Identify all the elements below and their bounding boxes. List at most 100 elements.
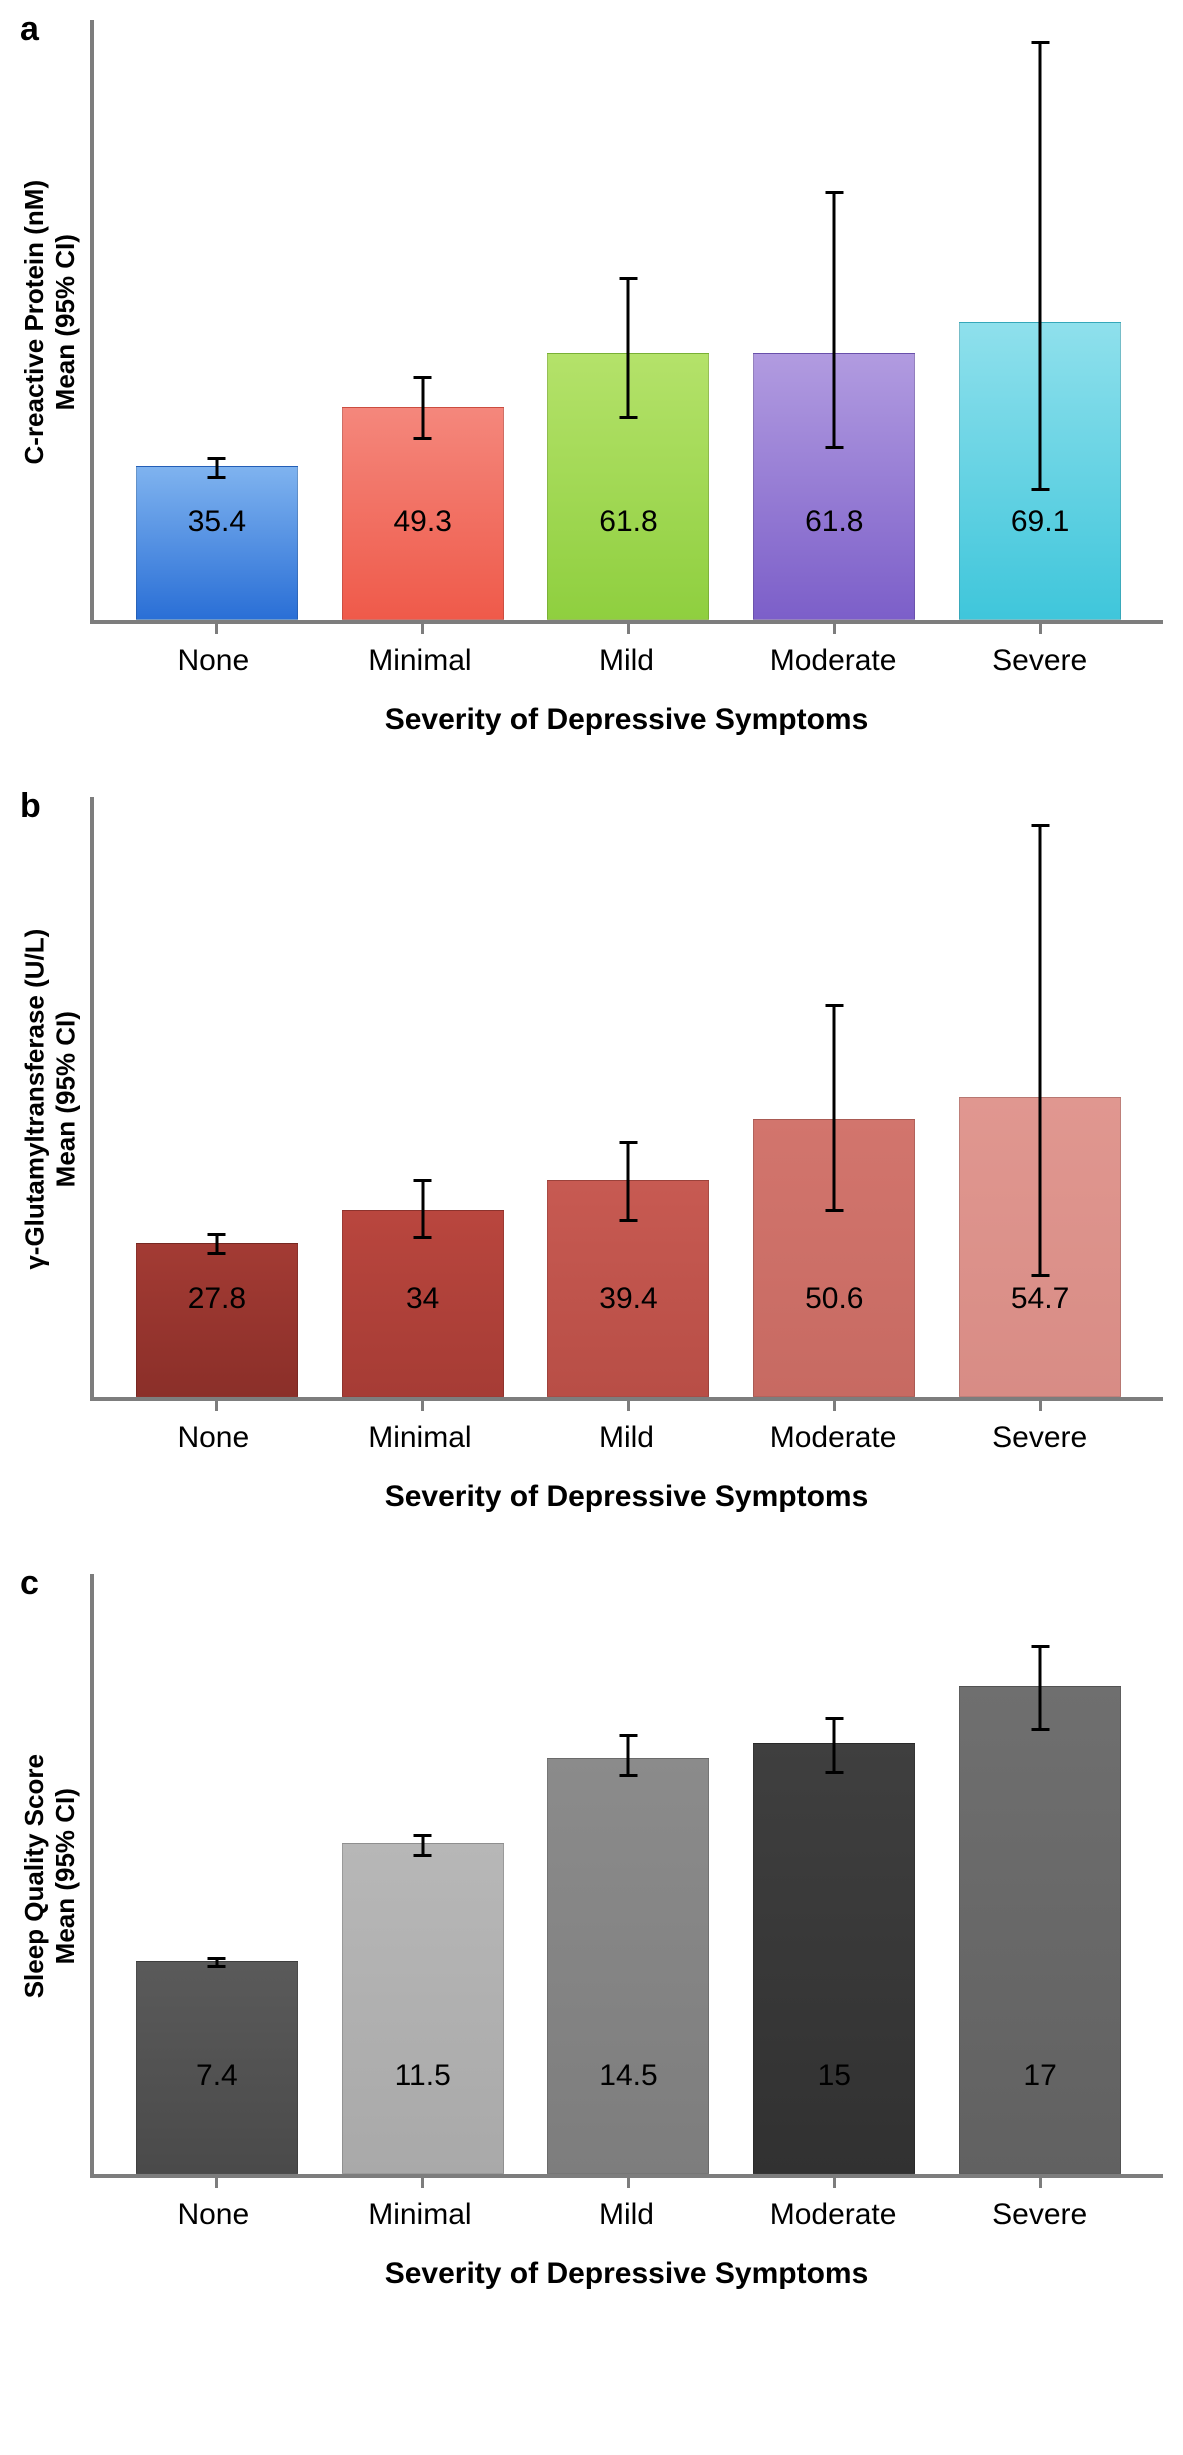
x-tick [137, 1397, 297, 1411]
error-bar [833, 1717, 836, 1774]
bar: 17 [959, 1686, 1121, 2174]
plot-row: γ-Glutamyltransferase (U/L)Mean (95% CI)… [20, 797, 1163, 1401]
bar-value-label: 35.4 [188, 505, 246, 539]
bar-slot: 15 [754, 1743, 914, 2174]
x-category-label: Minimal [340, 644, 500, 678]
bar: 35.4 [136, 466, 298, 620]
error-bar [421, 1179, 424, 1239]
x-category-label: None [133, 644, 293, 678]
error-bar [833, 1004, 836, 1211]
bar-slot: 35.4 [137, 466, 297, 620]
bar-slot: 50.6 [754, 1119, 914, 1397]
x-axis-title: Severity of Depressive Symptoms [90, 2257, 1163, 2291]
x-tick [548, 620, 708, 634]
x-tick [343, 1397, 503, 1411]
bar-value-label: 61.8 [805, 505, 863, 539]
figure: aC-reactive Protein (nM)Mean (95% CI)35.… [20, 20, 1163, 2291]
bar: 15 [753, 1743, 915, 2174]
bar-slot: 17 [960, 1686, 1120, 2174]
bar-value-label: 27.8 [188, 1282, 246, 1316]
x-category-label: Severe [960, 2198, 1120, 2232]
error-bar [1039, 1645, 1042, 1731]
x-labels: None Minimal Mild Moderate Severe [90, 2198, 1163, 2232]
x-category-label: Moderate [753, 2198, 913, 2232]
bar-slot: 61.8 [548, 353, 708, 620]
y-label-line2: Mean (95% CI) [50, 929, 81, 1270]
error-bar [421, 1834, 424, 1857]
bar-value-label: 17 [1023, 2059, 1056, 2093]
panel-a: aC-reactive Protein (nM)Mean (95% CI)35.… [20, 20, 1163, 737]
x-category-label: Moderate [753, 644, 913, 678]
error-bar [421, 376, 424, 440]
x-tick [137, 620, 297, 634]
plot-area: 27.83439.450.654.7 [90, 797, 1163, 1401]
x-category-label: None [133, 1421, 293, 1455]
bar-slot: 39.4 [548, 1180, 708, 1397]
y-label-line1: γ-Glutamyltransferase (U/L) [19, 929, 50, 1270]
x-category-label: None [133, 2198, 293, 2232]
x-ticks [94, 2174, 1163, 2188]
plot-row: C-reactive Protein (nM)Mean (95% CI) 35.4… [20, 20, 1163, 624]
x-category-label: Minimal [340, 1421, 500, 1455]
error-bar [627, 1734, 630, 1777]
x-tick [548, 1397, 708, 1411]
error-bar [215, 457, 218, 478]
x-labels: None Minimal Mild Moderate Severe [90, 1421, 1163, 1455]
y-label-line2: Mean (95% CI) [50, 1754, 81, 1998]
bar-slot: 7.4 [137, 1961, 297, 2174]
x-category-label: Severe [960, 644, 1120, 678]
x-tick [754, 1397, 914, 1411]
x-category-label: Mild [546, 1421, 706, 1455]
bar: 11.5 [342, 1843, 504, 2174]
x-tick [960, 1397, 1120, 1411]
bar-value-label: 50.6 [805, 1282, 863, 1316]
bar: 7.4 [136, 1961, 298, 2174]
y-label-wrap: Sleep Quality ScoreMean (95% CI) [20, 1574, 80, 2178]
error-bar [627, 277, 630, 418]
bar: 14.5 [547, 1758, 709, 2174]
x-labels: None Minimal Mild Moderate Severe [90, 644, 1163, 678]
panel-letter: a [20, 10, 39, 49]
x-tick [343, 2174, 503, 2188]
panel-letter: c [20, 1564, 39, 1603]
bar-slot: 54.7 [960, 1097, 1120, 1397]
bar-value-label: 39.4 [599, 1282, 657, 1316]
error-bar [215, 1233, 218, 1255]
x-category-label: Moderate [753, 1421, 913, 1455]
x-tick [137, 2174, 297, 2188]
y-axis-label: Sleep Quality ScoreMean (95% CI) [19, 1754, 81, 1998]
x-ticks [94, 620, 1163, 634]
bar-slot: 69.1 [960, 322, 1120, 620]
error-bar [1039, 824, 1042, 1277]
panel-b: bγ-Glutamyltransferase (U/L)Mean (95% CI… [20, 797, 1163, 1514]
y-label-wrap: γ-Glutamyltransferase (U/L)Mean (95% CI) [20, 797, 80, 1401]
error-bar [1039, 41, 1042, 491]
bar-slot: 11.5 [343, 1843, 503, 2174]
x-category-label: Severe [960, 1421, 1120, 1455]
bar-value-label: 14.5 [599, 2059, 657, 2093]
bar-value-label: 61.8 [599, 505, 657, 539]
bar-value-label: 7.4 [196, 2059, 238, 2093]
bar-value-label: 69.1 [1011, 505, 1069, 539]
bars-container: 27.83439.450.654.7 [94, 797, 1163, 1397]
x-category-label: Mild [546, 644, 706, 678]
bar-slot: 27.8 [137, 1243, 297, 1397]
panel-letter: b [20, 787, 41, 826]
plot-area: 35.449.361.861.869.1 [90, 20, 1163, 624]
error-bar [215, 1957, 218, 1968]
error-bar [627, 1141, 630, 1223]
x-category-label: Mild [546, 2198, 706, 2232]
bars-container: 7.4 11.5 14.5 15 17 [94, 1574, 1163, 2174]
x-axis-title: Severity of Depressive Symptoms [90, 703, 1163, 737]
x-ticks [94, 1397, 1163, 1411]
y-label-line2: Mean (95% CI) [50, 180, 81, 465]
y-label-wrap: C-reactive Protein (nM)Mean (95% CI) [20, 20, 80, 624]
x-axis-title: Severity of Depressive Symptoms [90, 1480, 1163, 1514]
panel-c: cSleep Quality ScoreMean (95% CI)7.411.5… [20, 1574, 1163, 2291]
x-category-label: Minimal [340, 2198, 500, 2232]
y-label-line1: Sleep Quality Score [19, 1754, 50, 1998]
plot-area: 7.4 11.5 14.5 15 17 [90, 1574, 1163, 2178]
bar-slot: 14.5 [548, 1758, 708, 2174]
x-tick [548, 2174, 708, 2188]
y-axis-label: γ-Glutamyltransferase (U/L)Mean (95% CI) [19, 929, 81, 1270]
